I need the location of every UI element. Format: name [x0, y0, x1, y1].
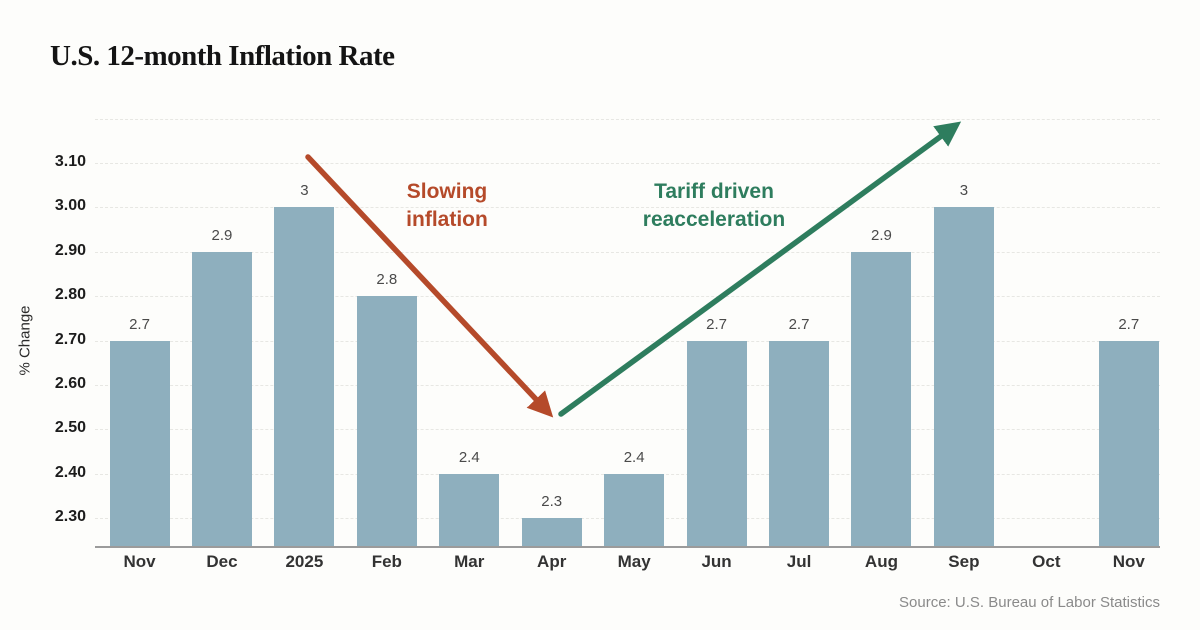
bar: [356, 296, 417, 547]
gridline: [95, 163, 1160, 164]
bar: [439, 473, 500, 547]
x-tick-label: Mar: [454, 552, 485, 571]
annotation-line: inflation: [406, 208, 488, 231]
gridline: [95, 429, 1160, 431]
bar: [686, 340, 747, 547]
annotation-line: Tariff driven: [654, 180, 774, 203]
gridline: [95, 251, 1160, 253]
x-tick-label: May: [617, 552, 651, 571]
y-tick-label: 2.30: [54, 508, 86, 525]
x-tick-label: Apr: [537, 552, 567, 571]
bar-value-label: 2.4: [458, 448, 480, 466]
x-axis-line: [95, 546, 1160, 548]
x-tick-label: Aug: [864, 552, 898, 571]
y-axis-label: % Change: [16, 305, 34, 376]
bar-value-label: 2.8: [376, 271, 398, 289]
y-tick-label: 2.50: [54, 419, 86, 437]
gridline: [95, 296, 1160, 298]
bar: [109, 340, 170, 547]
y-tick-label: 2.70: [54, 330, 86, 348]
x-tick-label: Nov: [123, 552, 156, 571]
annotation-tariff-reacceleration: Tariff driven reacceleration: [564, 178, 864, 234]
bar: [1098, 340, 1159, 547]
y-tick-label: 2.80: [54, 286, 86, 304]
bar: [769, 340, 830, 547]
gridline: [95, 384, 1160, 386]
x-tick-label: Nov: [1112, 552, 1145, 571]
bar: [191, 251, 252, 547]
bar: [274, 207, 335, 547]
x-tick-label: Dec: [206, 552, 238, 571]
x-tick-label: Oct: [1032, 552, 1061, 571]
y-tick-label: 2.40: [54, 463, 86, 481]
x-tick-label: Feb: [371, 552, 402, 571]
bar: [604, 473, 665, 547]
bar-value-label: 2.9: [211, 226, 233, 244]
y-tick-label: 3.10: [54, 153, 86, 170]
bar-value-label: 3: [300, 182, 309, 200]
bar: [851, 251, 912, 547]
bar-value-label: 2.7: [706, 315, 727, 333]
x-tick-label: Jun: [701, 552, 732, 571]
y-tick-label: 3.00: [54, 197, 86, 215]
source-attribution: Source: U.S. Bureau of Labor Statistics: [899, 594, 1160, 611]
annotation-slowing-inflation: Slowing inflation: [347, 178, 547, 234]
x-tick-label: Sep: [948, 552, 980, 571]
chart-title: U.S. 12-month Inflation Rate: [50, 40, 395, 72]
bar-value-label: 2.3: [541, 493, 563, 510]
annotation-line: reacceleration: [642, 208, 786, 231]
x-tick-label: Jul: [786, 552, 812, 571]
gridline: [95, 118, 1160, 120]
bar-value-label: 2.7: [788, 315, 810, 333]
bar-value-label: 3: [959, 182, 969, 200]
y-tick-label: 2.60: [54, 374, 86, 392]
x-tick-label: 2025: [285, 552, 324, 571]
annotation-line: Slowing: [406, 180, 488, 203]
y-tick-label: 2.90: [54, 241, 86, 259]
bar-value-label: 2.4: [623, 448, 645, 466]
bar-value-label: 2.7: [1118, 315, 1140, 333]
gridline: [95, 340, 1160, 342]
bar-value-label: 2.7: [129, 315, 150, 333]
bar: [521, 518, 582, 547]
bar: [933, 207, 994, 547]
